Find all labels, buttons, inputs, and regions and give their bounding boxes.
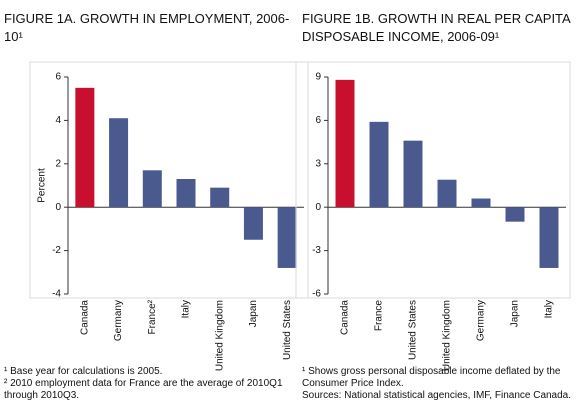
bar — [539, 207, 559, 268]
x-tick-label: France² — [147, 299, 158, 334]
y-tick-label: -6 — [312, 289, 321, 300]
bar — [142, 170, 162, 208]
panel-frame — [295, 61, 571, 299]
note: ¹ Shows gross personal disposable income… — [302, 366, 561, 389]
y-tick-label: -3 — [312, 245, 321, 256]
x-tick-label: Japan — [510, 300, 521, 327]
x-tick-label: Canada — [79, 300, 90, 335]
x-tick-label: United Kingdom — [442, 300, 453, 371]
panel-frame — [29, 61, 309, 299]
x-tick-label: United States — [282, 300, 293, 360]
y-tick-label: 6 — [55, 72, 61, 83]
x-tick-label: United States — [408, 300, 419, 360]
y-axis-label: Percent — [37, 168, 48, 203]
y-tick-label: 0 — [55, 202, 61, 213]
note: ¹ Base year for calculations is 2005. — [4, 366, 163, 377]
y-tick-label: 6 — [315, 115, 321, 126]
bar — [471, 198, 491, 208]
x-tick-label: Germany — [113, 300, 124, 341]
x-tick-label: Italy — [181, 300, 192, 318]
bar — [335, 79, 355, 208]
note: Sources: National statistical agencies, … — [302, 390, 572, 401]
x-tick-label: Canada — [340, 300, 351, 335]
y-tick-label: 3 — [315, 158, 321, 169]
x-tick-label: Italy — [544, 300, 555, 318]
y-tick-label: 0 — [315, 202, 321, 213]
bar — [210, 187, 230, 208]
chart-title: FIGURE 1B. GROWTH IN REAL PER CAPITA DIS… — [302, 11, 570, 44]
x-tick-label: Japan — [248, 300, 259, 327]
y-tick-label: -2 — [52, 245, 61, 256]
bar — [243, 207, 263, 240]
bar — [176, 178, 196, 208]
y-tick-label: 2 — [55, 158, 61, 169]
bar — [277, 207, 297, 268]
bar — [109, 118, 129, 208]
x-tick-label: France — [374, 300, 385, 332]
bar — [403, 140, 423, 208]
bar — [369, 121, 389, 208]
x-tick-label: Germany — [476, 300, 487, 341]
y-tick-label: -4 — [52, 289, 61, 300]
bar — [437, 179, 457, 208]
chart-title: FIGURE 1A. GROWTH IN EMPLOYMENT, 2006-10… — [4, 11, 290, 44]
x-tick-label: United Kingdom — [214, 300, 225, 371]
bar — [75, 87, 95, 208]
bar — [505, 207, 525, 222]
y-tick-label: 9 — [315, 72, 321, 83]
note: ² 2010 employment data for France are th… — [4, 378, 283, 401]
y-tick-label: 4 — [55, 115, 61, 126]
